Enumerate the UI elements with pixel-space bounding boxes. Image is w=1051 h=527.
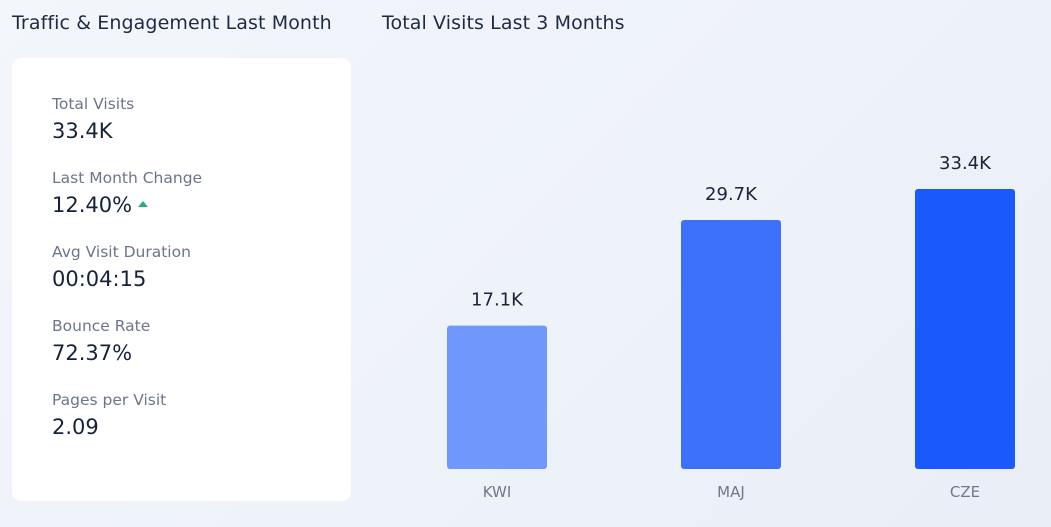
metric-value: 00:04:15 [52, 267, 147, 291]
metric-value-row: 12.40% [52, 191, 202, 219]
bar-maj [681, 220, 781, 469]
metric-label: Total Visits [52, 95, 135, 113]
metric-value: 2.09 [52, 415, 99, 439]
metric-bounce-rate: Bounce Rate 72.37% [52, 316, 150, 367]
data-label-cze: 33.4K [939, 153, 992, 174]
metric-label: Bounce Rate [52, 317, 151, 335]
metric-label: Avg Visit Duration [52, 243, 191, 261]
data-label-maj: 29.7K [705, 184, 758, 205]
metric-avg-visit-duration: Avg Visit Duration 00:04:15 [52, 242, 191, 293]
traffic-engagement-title: Traffic & Engagement Last Month [12, 12, 332, 34]
metric-value: 12.40% [52, 193, 133, 217]
engagement-metrics-card: Total Visits 33.4K Last Month Change 12.… [12, 58, 351, 501]
trend-up-icon [138, 201, 149, 207]
category-label-kwi: KWI [483, 483, 512, 501]
metric-label: Pages per Visit [52, 391, 167, 409]
category-label-maj: MAJ [717, 483, 745, 501]
data-label-kwi: 17.1K [471, 290, 524, 311]
total-visits-chart-title: Total Visits Last 3 Months [382, 12, 625, 34]
metric-last-month-change: Last Month Change 12.40% [52, 168, 202, 219]
bar-cze [915, 189, 1015, 469]
metric-value: 33.4K [52, 119, 113, 143]
category-label-cze: CZE [950, 483, 980, 501]
bar-kwi [447, 325, 547, 469]
metric-value: 72.37% [52, 341, 133, 365]
metric-total-visits: Total Visits 33.4K [52, 94, 134, 145]
metric-pages-per-visit: Pages per Visit 2.09 [52, 390, 166, 441]
metric-label: Last Month Change [52, 169, 203, 187]
